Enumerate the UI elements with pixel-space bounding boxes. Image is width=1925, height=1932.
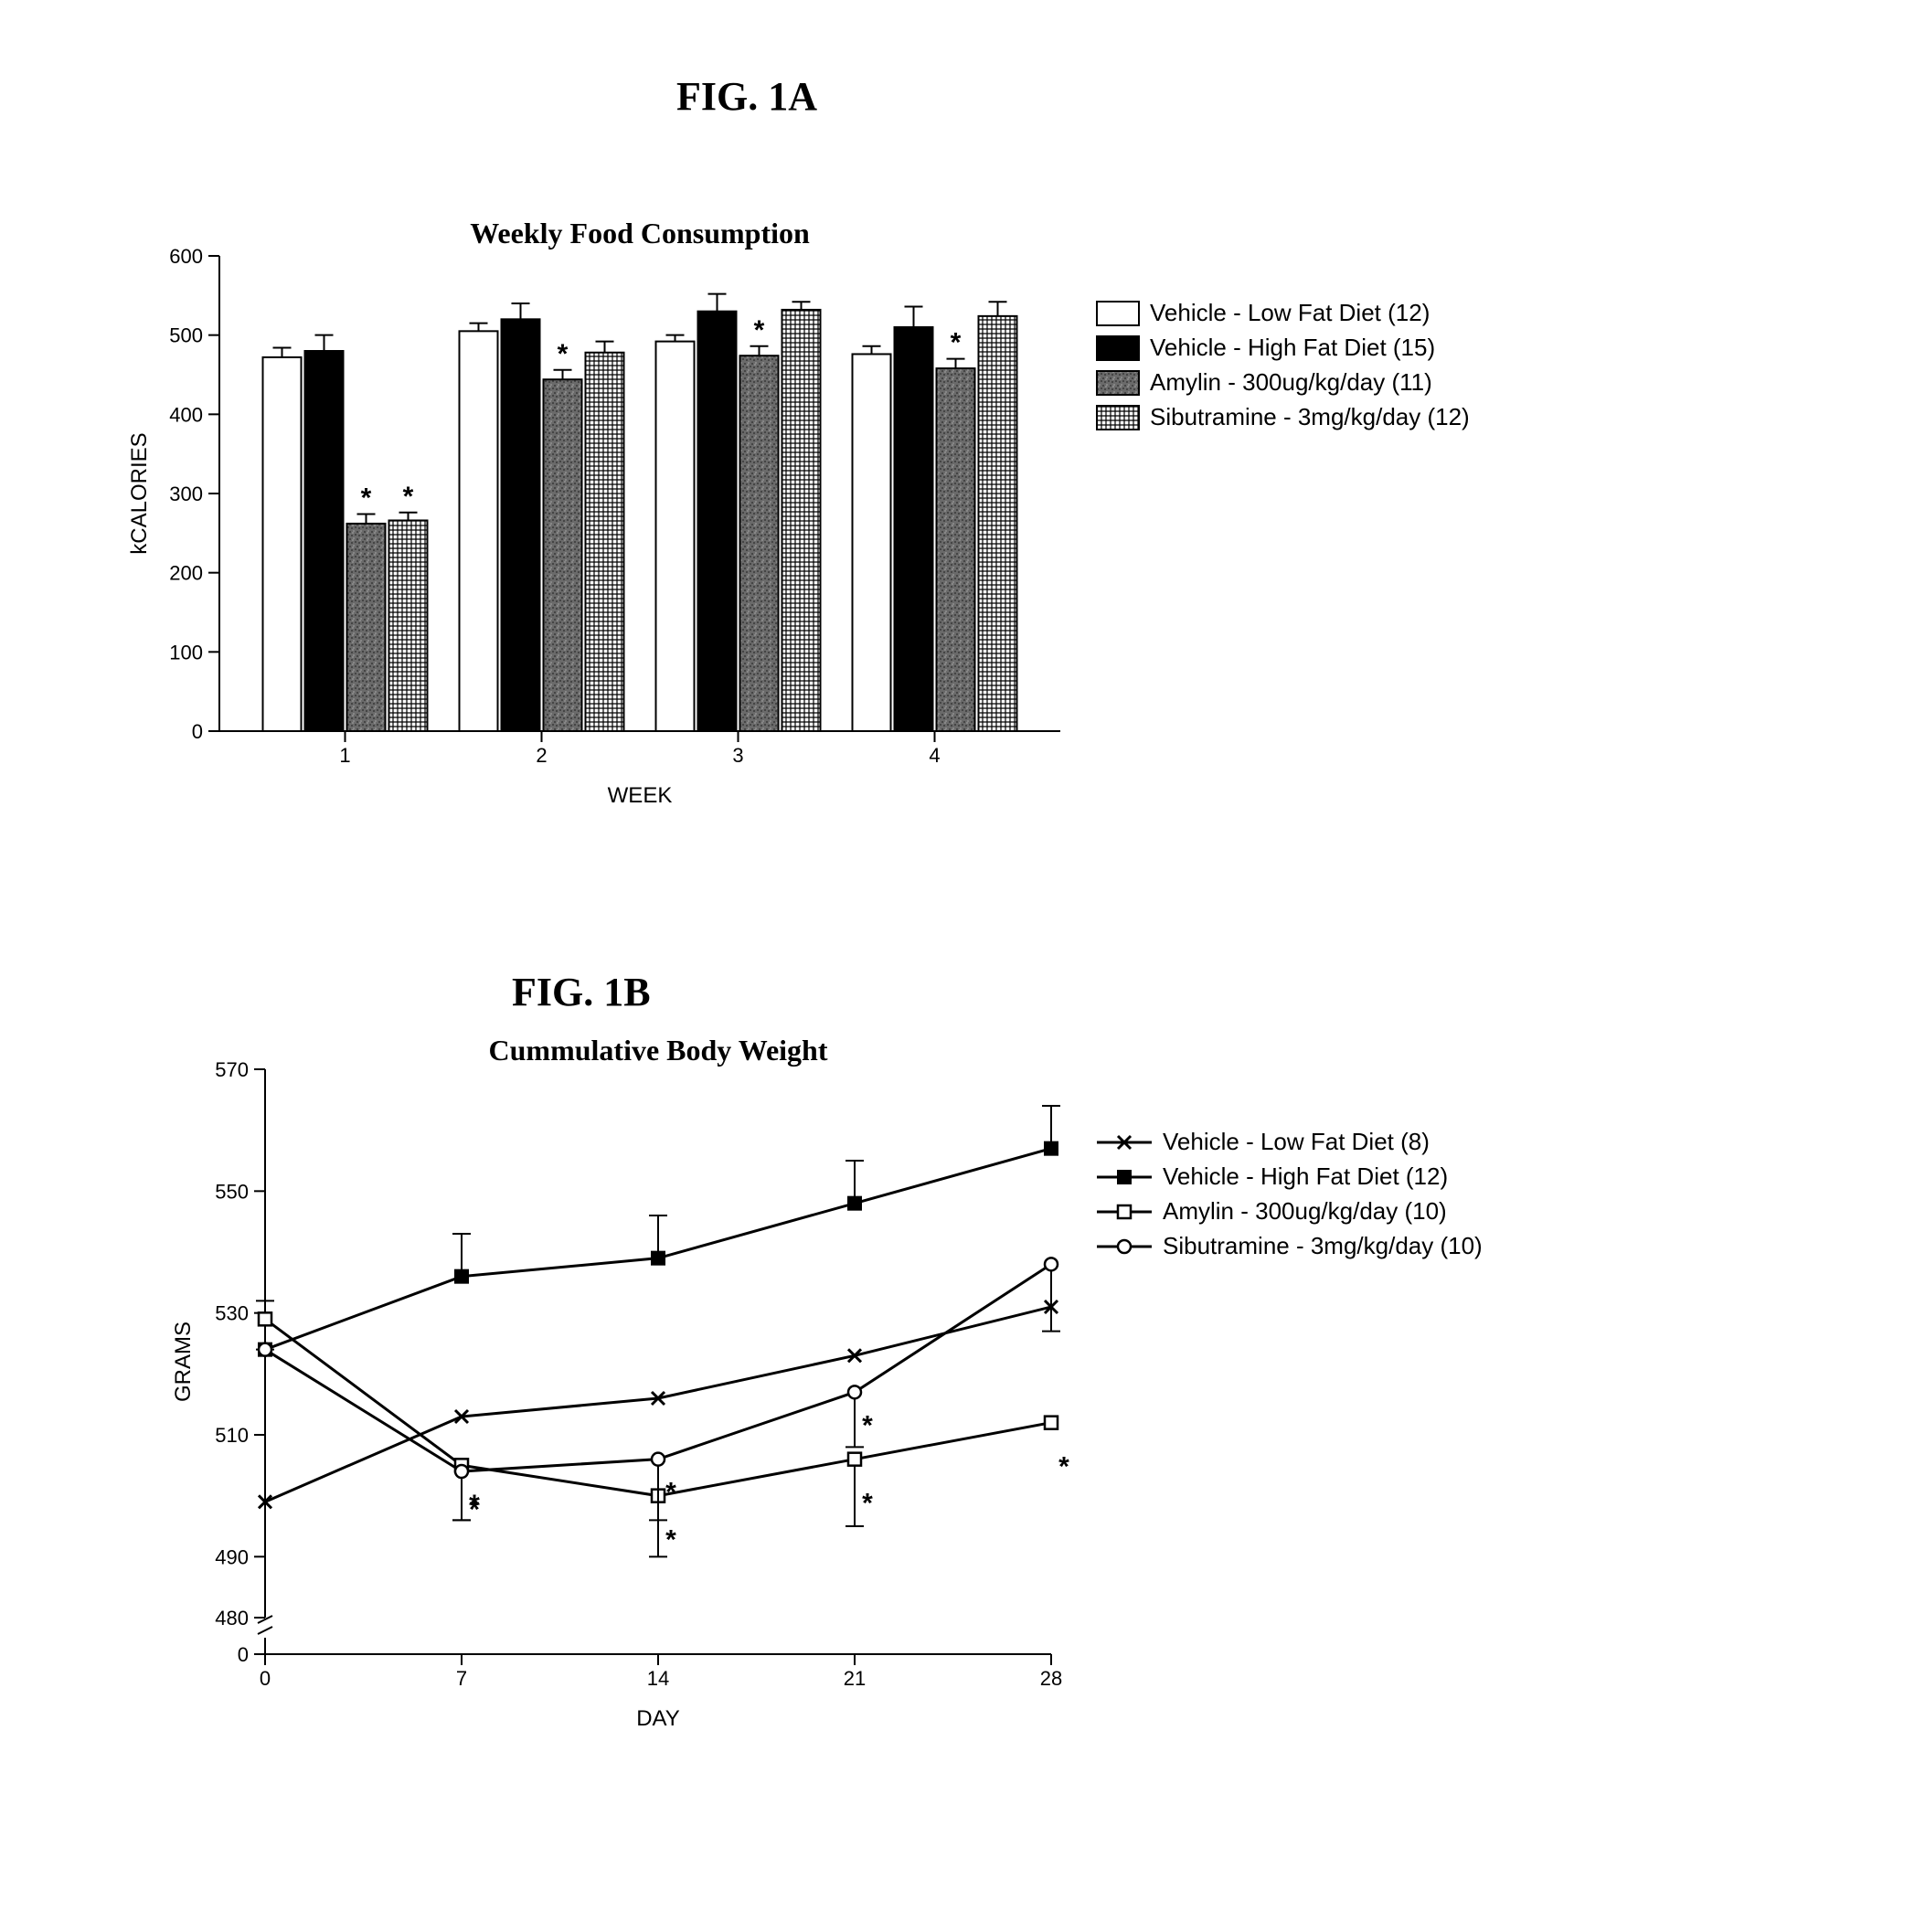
- xtick-label: 2: [536, 744, 547, 767]
- ytick-label: 200: [169, 562, 203, 585]
- ytick-label: 300: [169, 483, 203, 505]
- legend-label: Amylin - 300ug/kg/day (10): [1163, 1197, 1447, 1225]
- y-axis-label: kCALORIES: [127, 432, 152, 554]
- significance-star: *: [403, 482, 414, 512]
- xtick-label: 1: [339, 744, 350, 767]
- xtick-label: 7: [456, 1667, 467, 1690]
- significance-star: *: [469, 1490, 480, 1520]
- bar: [389, 520, 428, 731]
- bar: [305, 351, 344, 731]
- chart-a-bar: Weekly Food Consumption 0 100 200 300 400 500 6…: [0, 0, 1925, 914]
- significance-star: *: [951, 328, 962, 358]
- legend-label: Sibutramine - 3mg/kg/day (10): [1163, 1232, 1483, 1259]
- ytick-label: 490: [215, 1545, 249, 1568]
- legend-swatch: [1097, 406, 1139, 430]
- ytick-label: 0: [238, 1643, 249, 1666]
- bar: [698, 312, 737, 731]
- bar: [460, 331, 498, 731]
- ytick-label: 500: [169, 324, 203, 347]
- significance-star: *: [558, 339, 569, 369]
- xtick-label: 21: [844, 1667, 866, 1690]
- chart-a-title: Weekly Food Consumption: [470, 217, 810, 249]
- ytick-label: 530: [215, 1302, 249, 1325]
- bar: [656, 342, 695, 731]
- bar: [544, 379, 582, 731]
- chart-b-line: Cummulative Body Weight 0 480 490 510 530 550 5…: [0, 914, 1925, 1932]
- legend-swatch: [1097, 336, 1139, 360]
- bar: [782, 310, 821, 731]
- legend-label: Vehicle - High Fat Diet (12): [1163, 1162, 1448, 1190]
- bar: [347, 524, 386, 731]
- bar: [502, 319, 540, 731]
- series-line: [265, 1264, 1051, 1471]
- ytick-label: 600: [169, 245, 203, 268]
- legend-swatch: [1097, 371, 1139, 395]
- ytick-label: 0: [192, 720, 203, 743]
- significance-star: *: [361, 483, 372, 514]
- bar: [740, 356, 779, 731]
- chart-b-title: Cummulative Body Weight: [489, 1034, 828, 1067]
- significance-star: *: [1058, 1452, 1069, 1482]
- significance-star: *: [862, 1410, 873, 1440]
- significance-star: *: [665, 1478, 676, 1508]
- significance-star: *: [665, 1525, 676, 1555]
- bar: [895, 327, 933, 731]
- ytick-label: 550: [215, 1180, 249, 1203]
- xtick-label: 4: [929, 744, 940, 767]
- xtick-label: 28: [1040, 1667, 1062, 1690]
- legend-label: Vehicle - High Fat Diet (15): [1150, 334, 1435, 361]
- legend-label: Vehicle - Low Fat Diet (12): [1150, 299, 1430, 326]
- ytick-label: 570: [215, 1058, 249, 1081]
- xtick-label: 14: [647, 1667, 669, 1690]
- xtick-label: 0: [260, 1667, 271, 1690]
- bar: [979, 316, 1017, 731]
- bar: [263, 357, 302, 731]
- ytick-label: 510: [215, 1424, 249, 1447]
- ytick-label: 100: [169, 641, 203, 663]
- legend-label: Sibutramine - 3mg/kg/day (12): [1150, 403, 1470, 430]
- y-axis-label: GRAMS: [171, 1322, 196, 1402]
- xtick-label: 3: [732, 744, 743, 767]
- significance-star: *: [754, 315, 765, 345]
- ytick-label: 480: [215, 1607, 249, 1629]
- legend-label: Amylin - 300ug/kg/day (11): [1150, 368, 1432, 396]
- bar: [937, 368, 975, 731]
- x-axis-label: WEEK: [608, 783, 673, 808]
- bar: [853, 354, 891, 731]
- x-axis-label: DAY: [636, 1706, 680, 1731]
- legend-swatch: [1097, 302, 1139, 325]
- ytick-label: 400: [169, 403, 203, 426]
- legend-label: Vehicle - Low Fat Diet (8): [1163, 1128, 1430, 1155]
- significance-star: *: [862, 1489, 873, 1519]
- bar: [586, 353, 624, 731]
